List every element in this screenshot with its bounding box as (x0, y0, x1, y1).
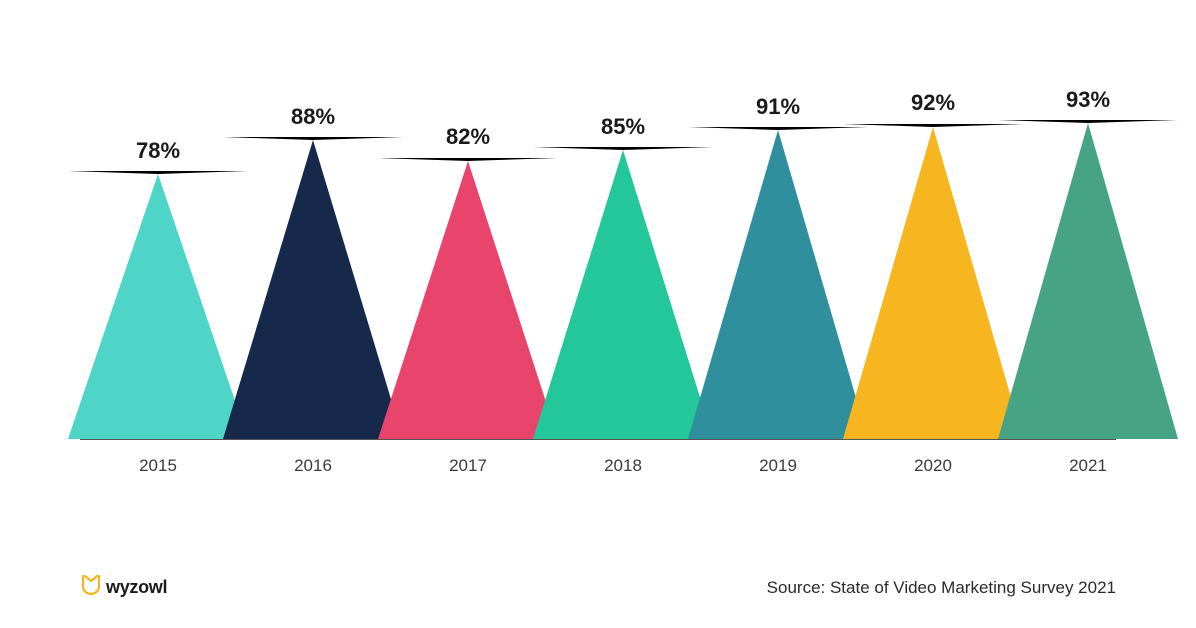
year-label: 2019 (759, 456, 797, 476)
triangle-datapoint (843, 124, 1023, 439)
value-label: 88% (291, 104, 335, 130)
value-label: 92% (911, 90, 955, 116)
triangle-datapoint (688, 127, 868, 439)
value-label: 93% (1066, 87, 1110, 113)
triangle-shape (68, 171, 248, 439)
year-label: 2020 (914, 456, 952, 476)
value-label: 85% (601, 114, 645, 140)
brand-logo: wyzowl (80, 575, 167, 600)
x-axis-labels: 2015 2016 2017 2018 2019 2020 2021 (80, 440, 1116, 480)
triangle-shape (688, 127, 868, 439)
triangle-datapoint (378, 158, 558, 439)
triangle-shape (533, 147, 713, 439)
triangle-datapoint (223, 137, 403, 439)
value-label: 78% (136, 138, 180, 164)
owl-icon (80, 575, 102, 600)
chart-plot-area: 78%88%82%85%91%92%93% (80, 100, 1116, 440)
triangle-shape (223, 137, 403, 439)
triangle-datapoint (998, 120, 1178, 439)
value-label: 82% (446, 124, 490, 150)
triangle-datapoint (533, 147, 713, 439)
source-attribution: Source: State of Video Marketing Survey … (767, 578, 1116, 598)
brand-name: wyzowl (106, 577, 167, 598)
year-label: 2017 (449, 456, 487, 476)
year-label: 2018 (604, 456, 642, 476)
year-label: 2015 (139, 456, 177, 476)
value-label: 91% (756, 94, 800, 120)
chart-container: 78%88%82%85%91%92%93% 201520162017201820… (80, 100, 1116, 480)
footer: wyzowl Source: State of Video Marketing … (80, 575, 1116, 600)
triangle-shape (843, 124, 1023, 439)
year-label: 2021 (1069, 456, 1107, 476)
year-label: 2016 (294, 456, 332, 476)
triangle-shape (998, 120, 1178, 439)
triangle-shape (378, 158, 558, 439)
triangle-datapoint (68, 171, 248, 439)
